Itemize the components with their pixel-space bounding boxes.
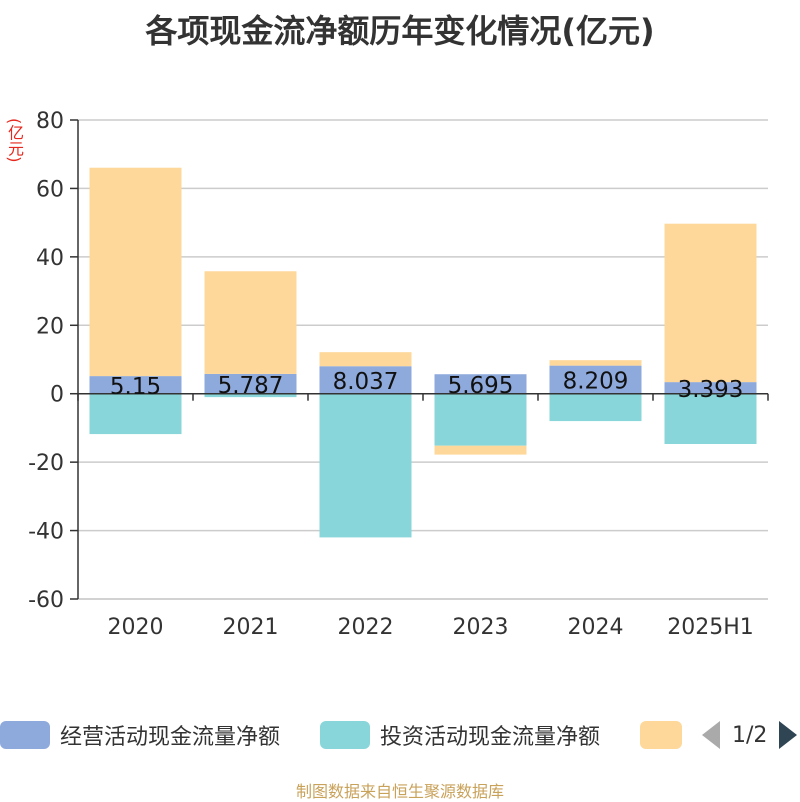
legend-prev-page-icon[interactable]	[702, 721, 720, 749]
y-tick-label: -60	[28, 588, 64, 613]
bar-series1-2024[interactable]	[549, 393, 642, 422]
bar-series2-2025H1[interactable]	[664, 223, 757, 383]
legend-next-page-icon[interactable]	[779, 721, 798, 749]
x-tick-label: 2025H1	[667, 615, 754, 640]
bar-series0-2025H1[interactable]	[664, 382, 757, 394]
chart-title: 各项现金流净额历年变化情况(亿元)	[145, 12, 655, 50]
legend-label-operating: 经营活动现金流量净额	[60, 725, 281, 750]
legend-item-third[interactable]	[640, 718, 682, 752]
data-label: 3.393	[678, 377, 744, 403]
bar-series2-2022[interactable]	[319, 352, 412, 367]
y-tick-label: 80	[36, 109, 64, 134]
y-tick-label: -20	[28, 451, 64, 476]
data-source-note: 制图数据来自恒生聚源数据库	[295, 782, 504, 801]
bar-series0-2020[interactable]	[89, 376, 182, 394]
y-tick-label: 0	[50, 383, 64, 408]
y-tick-label: -40	[28, 520, 64, 545]
bar-series0-2024[interactable]	[549, 365, 642, 394]
legend-swatch-operating	[0, 721, 50, 749]
legend-page-indicator: 1/2	[732, 722, 768, 748]
bar-series2-2021[interactable]	[204, 271, 297, 374]
chart-legend: 经营活动现金流量净额 投资活动现金流量净额 1/2	[0, 718, 800, 752]
y-tick-label: 60	[36, 177, 64, 202]
bar-series1-2025H1[interactable]	[664, 393, 757, 445]
x-tick-label: 2023	[453, 615, 509, 640]
data-label: 5.15	[110, 374, 161, 400]
x-tick-label: 2020	[108, 615, 164, 640]
bar-series2-2024[interactable]	[549, 360, 642, 366]
bar-series1-2023[interactable]	[434, 393, 527, 446]
legend-swatch-third	[640, 721, 682, 749]
bar-series0-2022[interactable]	[319, 366, 412, 394]
x-tick-label: 2021	[223, 615, 279, 640]
legend-swatch-investing	[320, 721, 370, 749]
legend-item-operating[interactable]: 经营活动现金流量净额	[0, 718, 280, 752]
bar-chart: 80 60 40 20 0 -20 -40 -60 2020 2021 2022 2023 2024 2…	[28, 109, 769, 640]
bar-series1-2022[interactable]	[319, 393, 412, 538]
y-tick-label: 20	[36, 314, 64, 339]
bar-series1-2021[interactable]	[204, 393, 297, 398]
legend-item-investing[interactable]: 投资活动现金流量净额	[320, 718, 600, 752]
bar-series0-2023[interactable]	[434, 374, 527, 394]
x-tick-label: 2022	[338, 615, 394, 640]
bar-series1-2020[interactable]	[89, 393, 182, 435]
x-tick-label: 2024	[568, 615, 624, 640]
bar-series0-2021[interactable]	[204, 373, 297, 394]
y-tick-label: 40	[36, 246, 64, 271]
bar-series2-2023[interactable]	[434, 445, 527, 455]
y-axis-unit-label: (亿元)	[5, 118, 24, 163]
legend-pager: 1/2	[702, 718, 798, 752]
data-label: 8.037	[333, 369, 399, 395]
data-label: 8.209	[563, 369, 629, 395]
data-label: 5.695	[448, 373, 514, 399]
legend-label-investing: 投资活动现金流量净额	[380, 725, 601, 750]
bar-series2-2020[interactable]	[89, 167, 182, 377]
data-label: 5.787	[218, 373, 284, 399]
